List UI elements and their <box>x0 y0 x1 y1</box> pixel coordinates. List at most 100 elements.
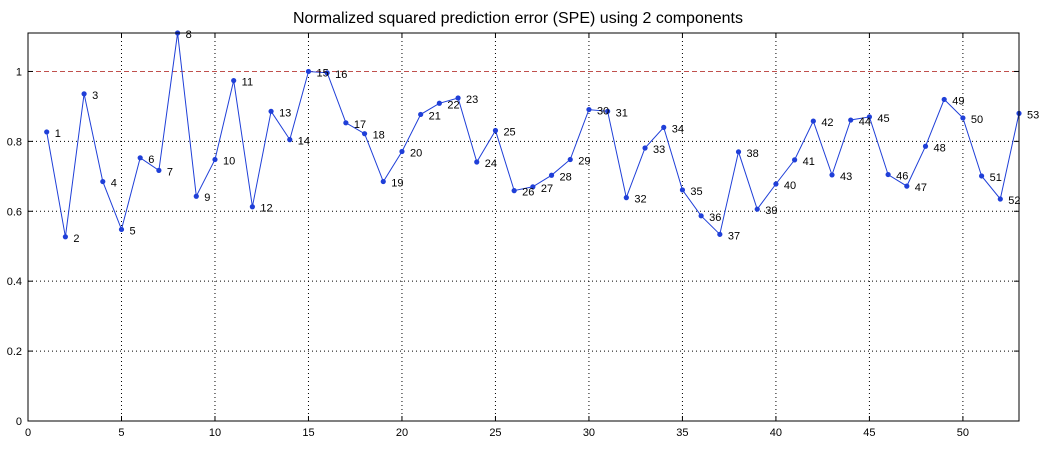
data-point <box>492 127 499 134</box>
data-point <box>361 131 368 137</box>
x-tick-label: 5 <box>118 427 124 439</box>
data-point <box>81 91 87 97</box>
point-label: 30 <box>597 106 609 118</box>
point-label: 10 <box>223 156 235 168</box>
point-label: 52 <box>1008 195 1020 207</box>
data-point <box>586 106 592 113</box>
data-point <box>530 184 536 190</box>
series-layer <box>44 30 1022 240</box>
data-point <box>866 114 873 120</box>
point-label: 6 <box>148 154 154 166</box>
data-point <box>231 77 237 84</box>
point-label: 22 <box>447 99 459 111</box>
data-point <box>62 234 68 240</box>
data-point <box>754 206 760 212</box>
point-label: 23 <box>466 94 478 106</box>
point-label: 20 <box>410 147 422 159</box>
point-label: 37 <box>728 230 740 242</box>
point-label: 16 <box>335 69 347 81</box>
y-tick-label: 0.6 <box>7 206 22 218</box>
point-label: 29 <box>578 156 590 168</box>
x-tick-label: 35 <box>676 427 688 439</box>
grid-layer <box>28 33 1019 421</box>
data-point <box>567 156 573 163</box>
data-point <box>287 137 293 143</box>
x-tick-label: 20 <box>396 427 408 439</box>
data-point <box>455 95 461 101</box>
point-label: 34 <box>672 123 684 135</box>
point-label: 33 <box>653 144 665 156</box>
data-point <box>848 117 854 123</box>
data-point <box>399 148 405 155</box>
point-label: 24 <box>485 158 497 170</box>
x-tick-label: 15 <box>302 427 314 439</box>
x-tick-label: 45 <box>863 427 875 439</box>
data-point <box>792 157 798 163</box>
data-point <box>941 96 947 103</box>
point-label: 2 <box>73 233 79 245</box>
data-point <box>661 124 667 130</box>
y-tick-label: 0 <box>16 416 22 428</box>
data-point <box>885 171 891 178</box>
point-label: 46 <box>896 171 908 183</box>
chart-title: Normalized squared prediction error (SPE… <box>293 10 743 27</box>
data-point <box>137 155 143 161</box>
data-point <box>305 68 312 75</box>
data-point <box>118 226 125 233</box>
point-label: 7 <box>167 166 173 178</box>
plot-frame <box>27 32 1020 422</box>
y-tick-label: 0.8 <box>7 136 22 148</box>
data-point <box>100 178 106 185</box>
data-point <box>436 100 442 106</box>
point-label: 11 <box>242 77 253 89</box>
data-point <box>922 143 929 149</box>
point-label: 38 <box>747 148 759 160</box>
point-label: 44 <box>859 116 871 128</box>
point-label: 50 <box>971 114 983 126</box>
point-label: 48 <box>934 142 946 154</box>
series-line <box>46 32 1020 237</box>
point-label: 18 <box>373 130 385 142</box>
point-label: 1 <box>55 128 61 140</box>
data-point <box>268 108 274 114</box>
point-label: 9 <box>204 192 210 204</box>
point-label: 28 <box>560 171 572 183</box>
point-label: 12 <box>260 203 272 215</box>
data-point <box>735 149 742 155</box>
data-point <box>324 70 330 76</box>
point-label: 45 <box>877 113 889 125</box>
point-label: 41 <box>803 156 815 168</box>
point-label: 40 <box>784 180 796 192</box>
point-label: 43 <box>840 171 852 183</box>
point-label: 31 <box>616 107 628 119</box>
point-label: 15 <box>316 67 328 79</box>
y-tick-label: 1 <box>16 66 22 78</box>
data-point <box>605 108 611 114</box>
point-label: 13 <box>279 107 291 119</box>
data-point <box>474 159 480 165</box>
data-point <box>679 187 686 193</box>
x-tick-label: 25 <box>489 427 501 439</box>
data-point <box>249 204 255 210</box>
data-point <box>343 120 349 126</box>
point-label: 26 <box>522 187 534 199</box>
point-label: 42 <box>821 117 833 129</box>
point-label: 17 <box>354 119 366 131</box>
point-label: 25 <box>503 127 515 139</box>
point-label: 49 <box>952 95 964 107</box>
point-label: 4 <box>111 178 117 190</box>
data-point <box>717 231 723 237</box>
data-point <box>623 195 629 201</box>
data-point <box>810 118 816 124</box>
data-point <box>548 172 555 178</box>
point-label: 51 <box>990 172 1002 184</box>
data-point <box>193 193 199 199</box>
data-point <box>829 172 835 178</box>
x-tick-label: 10 <box>209 427 221 439</box>
data-point <box>511 188 517 194</box>
point-label: 19 <box>391 178 403 190</box>
data-point <box>418 111 424 118</box>
